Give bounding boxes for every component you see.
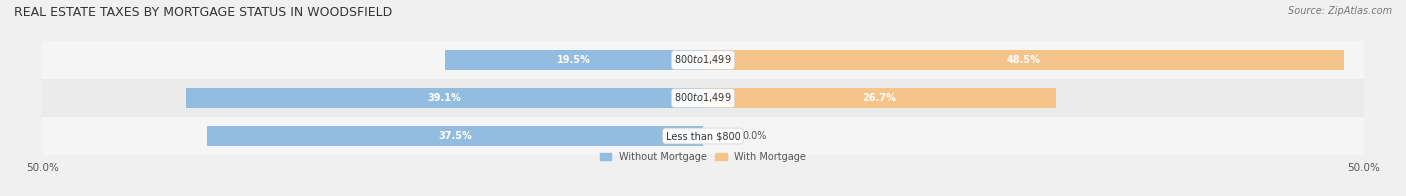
- Bar: [703, 88, 1056, 108]
- Text: 39.1%: 39.1%: [427, 93, 461, 103]
- Text: 37.5%: 37.5%: [439, 131, 472, 141]
- Text: $800 to $1,499: $800 to $1,499: [675, 54, 731, 66]
- Bar: [703, 50, 1344, 70]
- Text: 19.5%: 19.5%: [557, 55, 591, 65]
- Text: REAL ESTATE TAXES BY MORTGAGE STATUS IN WOODSFIELD: REAL ESTATE TAXES BY MORTGAGE STATUS IN …: [14, 6, 392, 19]
- Text: Source: ZipAtlas.com: Source: ZipAtlas.com: [1288, 6, 1392, 16]
- Text: $800 to $1,499: $800 to $1,499: [675, 92, 731, 104]
- Bar: [446, 50, 703, 70]
- Text: 48.5%: 48.5%: [1007, 55, 1040, 65]
- Bar: [42, 117, 1364, 155]
- Bar: [42, 79, 1364, 117]
- Text: 26.7%: 26.7%: [862, 93, 896, 103]
- Bar: [42, 41, 1364, 79]
- Legend: Without Mortgage, With Mortgage: Without Mortgage, With Mortgage: [596, 148, 810, 166]
- Bar: [186, 88, 703, 108]
- Bar: [207, 126, 703, 146]
- Text: Less than $800: Less than $800: [665, 131, 741, 141]
- Text: 0.0%: 0.0%: [742, 131, 768, 141]
